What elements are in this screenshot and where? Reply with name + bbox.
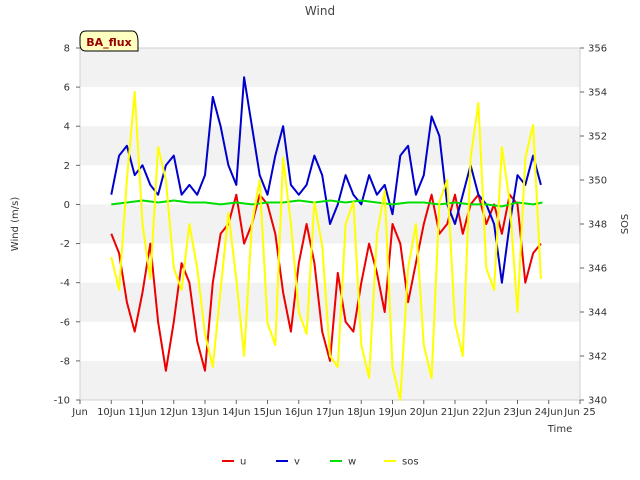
legend-label-w: w bbox=[348, 457, 356, 468]
site-badge: BA_flux bbox=[79, 30, 139, 52]
x-tick-label: 24Jun bbox=[535, 407, 563, 418]
x-tick-label: 18Jun bbox=[347, 407, 375, 418]
series-line-w bbox=[111, 199, 543, 208]
y-tick-label: 0 bbox=[64, 200, 70, 211]
y2-tick-label: 340 bbox=[588, 396, 607, 407]
y-axis-title: Wind (m/s) bbox=[10, 197, 21, 252]
series-line-sos bbox=[110, 91, 542, 401]
y2-tick-label: 352 bbox=[588, 132, 607, 143]
x-tick-label: 19Jun bbox=[378, 407, 406, 418]
y-tick-label: 8 bbox=[64, 44, 70, 55]
y2-axis-title: SOS bbox=[620, 214, 631, 235]
background-band bbox=[80, 282, 580, 322]
y2-tick-label: 348 bbox=[588, 220, 607, 231]
y-tick-label: -2 bbox=[60, 239, 70, 250]
x-tick-label: 23Jun bbox=[503, 407, 531, 418]
y2-tick-label: 350 bbox=[588, 176, 607, 187]
legend: u v w sos bbox=[222, 457, 419, 468]
x-tick-label: 11Jun bbox=[128, 407, 156, 418]
badge-background bbox=[79, 30, 139, 52]
y-tick-label: 2 bbox=[64, 161, 70, 172]
series-layer bbox=[110, 76, 543, 401]
y-tick-label: -10 bbox=[54, 396, 70, 407]
background-bands bbox=[80, 48, 580, 400]
y-tick-label: -6 bbox=[60, 317, 70, 328]
x-tick-label: 21Jun bbox=[441, 407, 469, 418]
y2-tick-label: 344 bbox=[588, 308, 607, 319]
y-axis-right: 340 342 344 346 348 350 352 354 356 bbox=[580, 44, 607, 407]
x-tick-label: 17Jun bbox=[316, 407, 344, 418]
legend-label-v: v bbox=[294, 457, 300, 468]
x-tick-label: 15Jun bbox=[253, 407, 281, 418]
x-tick-label: 12Jun bbox=[160, 407, 188, 418]
x-tick-label: 22Jun bbox=[472, 407, 500, 418]
x-tick-label: 16Jun bbox=[285, 407, 313, 418]
y-tick-label: 4 bbox=[64, 122, 70, 133]
chart-title: Wind bbox=[305, 4, 335, 18]
badge-label: BA_flux bbox=[86, 36, 131, 49]
x-tick-label: 14Jun bbox=[222, 407, 250, 418]
x-axis-title: Time bbox=[547, 424, 572, 435]
x-axis: Jun 10Jun 11Jun 12Jun 13Jun 14Jun 15Jun 16Jun 17… bbox=[71, 400, 596, 418]
background-band bbox=[80, 48, 580, 88]
x-tick-label: 13Jun bbox=[191, 407, 219, 418]
y2-tick-label: 356 bbox=[588, 44, 607, 55]
legend-label-u: u bbox=[240, 457, 246, 468]
x-tick-label: Jun 25 bbox=[563, 407, 596, 418]
x-tick-label: Jun bbox=[71, 407, 88, 418]
x-tick-label: 20Jun bbox=[410, 407, 438, 418]
x-tick-label: 10Jun bbox=[97, 407, 125, 418]
background-band bbox=[80, 360, 580, 400]
y2-tick-label: 342 bbox=[588, 352, 607, 363]
series-line-v bbox=[110, 76, 542, 284]
background-band bbox=[80, 126, 580, 166]
y-tick-label: -4 bbox=[60, 278, 70, 289]
y2-tick-label: 346 bbox=[588, 264, 607, 275]
y-tick-label: -8 bbox=[60, 356, 70, 367]
y-axis-left: -10 -8 -6 -4 -2 0 2 4 6 8 bbox=[54, 44, 80, 407]
y-tick-label: 6 bbox=[64, 83, 70, 94]
y2-tick-label: 354 bbox=[588, 88, 607, 99]
legend-label-sos: sos bbox=[402, 457, 419, 468]
